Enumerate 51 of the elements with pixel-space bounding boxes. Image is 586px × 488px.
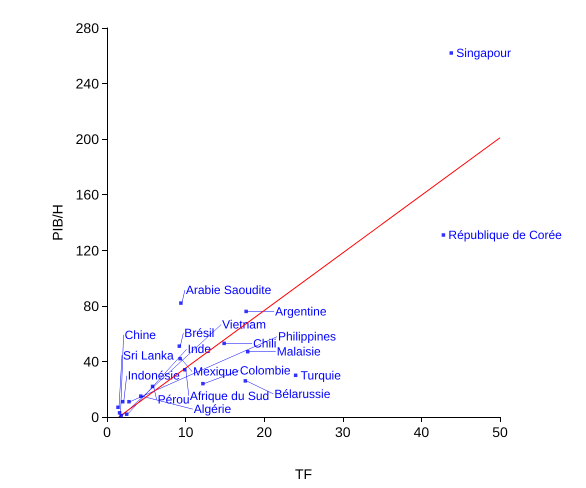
y-axis-title: PIB/H (50, 204, 66, 241)
point (120, 400, 124, 404)
point (201, 382, 205, 386)
annotation: Malaisie (276, 344, 322, 359)
annotation: Bélarussie (274, 386, 331, 401)
point (150, 384, 154, 388)
annotation: Colombie (240, 364, 291, 378)
x-tick-label: 40 (414, 424, 430, 440)
annotation: Philippines (278, 330, 336, 344)
point (127, 400, 131, 404)
point (139, 394, 143, 398)
point (183, 368, 187, 372)
annotation: Brésil (184, 326, 214, 340)
point (118, 411, 122, 415)
annotation: Chine (124, 328, 156, 342)
annotation: Afrique du Sud (190, 388, 270, 403)
annotation: Pérou (158, 392, 190, 406)
y-tick-label: 0 (91, 409, 100, 425)
y-tick-label: 40 (83, 353, 100, 370)
point (244, 379, 248, 383)
annotation: Arabie Saoudite (186, 283, 272, 298)
annotation: Turquie (300, 368, 342, 382)
point (294, 374, 298, 378)
point (246, 350, 250, 354)
point (116, 406, 120, 410)
y-tick-label: 240 (76, 76, 100, 92)
annotation: Argentine (275, 304, 327, 318)
x-axis-title: TF (294, 466, 312, 482)
point (179, 301, 183, 305)
y-tick-label: 120 (76, 242, 100, 258)
x-tick-label: 50 (492, 424, 508, 440)
annotation: Algérie (194, 402, 232, 416)
point (450, 51, 454, 55)
point (178, 344, 182, 348)
point (119, 414, 123, 418)
x-tick-label: 30 (335, 424, 351, 440)
annotation: Singapour (456, 46, 511, 60)
annotation: Sri Lanka (123, 348, 174, 362)
x-tick-label: 20 (256, 424, 272, 440)
y-tick-label: 160 (76, 186, 100, 203)
y-tick-label: 200 (76, 131, 100, 148)
point (124, 412, 128, 416)
point (442, 233, 446, 237)
annotation: République de Corée (448, 228, 562, 242)
point (178, 356, 182, 360)
y-tick-label: 80 (83, 298, 100, 314)
point (222, 342, 226, 346)
y-tick-label: 280 (76, 20, 100, 36)
x-tick-label: 0 (103, 424, 112, 440)
point (244, 310, 248, 314)
x-tick-label: 10 (178, 424, 194, 440)
